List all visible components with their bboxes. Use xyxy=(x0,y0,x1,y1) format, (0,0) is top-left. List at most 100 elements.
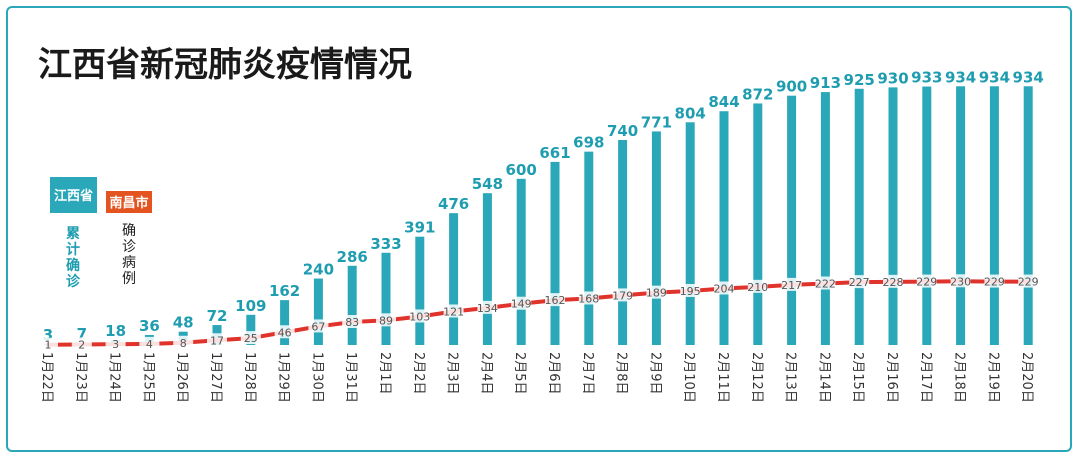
bar-value-label: 771 xyxy=(641,113,672,131)
line-value-label: 67 xyxy=(311,320,325,333)
bar xyxy=(246,314,256,345)
line-label-bg xyxy=(173,335,194,349)
date-label: 1月24日 xyxy=(107,352,122,403)
bar xyxy=(550,161,560,345)
line-label-bg xyxy=(477,300,498,314)
legend-swatch-nanchang xyxy=(106,191,152,213)
bar-value-label: 548 xyxy=(472,175,503,193)
line-value-label: 228 xyxy=(883,276,904,289)
line-value-label: 121 xyxy=(443,305,464,318)
line-label-bg xyxy=(38,337,58,351)
date-label: 2月17日 xyxy=(918,352,933,403)
legend-label-nanchang: 南昌市 xyxy=(109,195,148,211)
legend-sublabel-nanchang: 病 xyxy=(122,255,136,271)
line-value-label: 195 xyxy=(680,285,701,298)
bar-value-label: 698 xyxy=(573,134,604,152)
bar xyxy=(449,213,459,345)
line-value-label: 168 xyxy=(578,292,599,305)
line-value-label: 4 xyxy=(146,338,153,351)
bar-value-label: 934 xyxy=(979,68,1010,86)
bar-value-label: 7 xyxy=(77,325,87,343)
bar-value-label: 934 xyxy=(1013,68,1044,86)
date-label: 1月29日 xyxy=(276,352,291,403)
bar xyxy=(685,122,695,346)
line-value-label: 162 xyxy=(545,294,566,307)
bar xyxy=(854,88,864,346)
line-label-bg xyxy=(916,274,937,288)
date-label: 2月12日 xyxy=(749,352,764,403)
date-label: 2月7日 xyxy=(580,352,595,395)
bar xyxy=(753,103,763,346)
line-label-bg xyxy=(747,279,768,293)
legend-sublabel-jiangxi: 计 xyxy=(66,241,80,258)
bar-value-labels: 3 7 18 36 48 72109162240286333391476548600661… xyxy=(43,68,1044,344)
line-value-label: 229 xyxy=(916,276,937,289)
date-label: 2月10日 xyxy=(681,352,696,403)
line-label-bg xyxy=(443,304,464,318)
bar-value-label: 109 xyxy=(235,297,266,315)
chart-title: 江西省新冠肺炎疫情情况 xyxy=(38,45,412,85)
date-label: 2月8日 xyxy=(614,352,629,395)
date-label: 2月2日 xyxy=(411,352,426,395)
bar-value-label: 3 xyxy=(43,326,53,344)
date-label: 1月23日 xyxy=(73,352,88,403)
date-label: 2月3日 xyxy=(445,352,460,395)
date-label: 1月27日 xyxy=(208,352,223,403)
line-label-bg xyxy=(207,333,227,347)
line-series-nanchang xyxy=(46,279,1031,347)
line-label-bg xyxy=(308,319,329,333)
bar xyxy=(989,86,999,346)
line-value-label: 222 xyxy=(815,278,836,291)
date-label: 2月16日 xyxy=(884,352,899,403)
bar-value-label: 286 xyxy=(337,248,368,266)
bar-value-label: 872 xyxy=(742,85,773,103)
date-label: 2月1日 xyxy=(377,352,392,395)
line-label-bg xyxy=(883,274,903,288)
bar-value-label: 930 xyxy=(877,69,908,87)
bar xyxy=(787,95,797,345)
bar-value-label: 913 xyxy=(810,74,841,92)
bar-value-label: 925 xyxy=(844,71,875,89)
date-label: 1月31日 xyxy=(343,352,358,403)
bar xyxy=(719,111,729,345)
line-value-label: 1 xyxy=(45,339,52,352)
line-value-label: 25 xyxy=(244,332,258,345)
line-label-bg xyxy=(781,277,802,291)
legend-sublabel-jiangxi: 累 xyxy=(66,226,80,242)
bar-value-label: 740 xyxy=(607,122,638,140)
bar-series-jiangxi xyxy=(43,86,1033,346)
bar xyxy=(313,278,323,345)
line-value-label: 134 xyxy=(477,302,498,315)
line-value-label: 204 xyxy=(714,282,735,295)
bar xyxy=(1023,86,1033,346)
line-label-bg xyxy=(950,274,971,288)
bar-value-label: 391 xyxy=(404,219,435,237)
date-label: 2月18日 xyxy=(952,352,967,403)
line-label-bg xyxy=(105,337,126,351)
date-label: 2月19日 xyxy=(985,352,1000,403)
bar-value-label: 72 xyxy=(207,307,228,325)
line-value-label: 149 xyxy=(511,298,532,311)
line-value-label: 210 xyxy=(747,281,768,294)
date-label: 1月30日 xyxy=(309,352,324,403)
legend-swatch-jiangxi xyxy=(50,177,97,213)
bar-value-label: 900 xyxy=(776,78,807,96)
date-label: 2月13日 xyxy=(783,352,798,403)
bar xyxy=(888,87,898,345)
line-label-bg xyxy=(714,281,734,295)
line-value-label: 229 xyxy=(984,276,1005,289)
bar xyxy=(381,252,391,345)
date-label: 2月4日 xyxy=(478,352,493,395)
line-label-bg xyxy=(342,315,363,329)
bar-value-label: 48 xyxy=(173,314,194,332)
line-label-bg xyxy=(71,337,92,351)
date-label: 2月11日 xyxy=(715,352,730,403)
bar xyxy=(482,193,492,345)
bar xyxy=(516,178,526,345)
line-label-bg xyxy=(815,276,836,290)
line-value-label: 230 xyxy=(950,275,971,288)
legend-sublabel-nanchang: 确 xyxy=(122,223,136,239)
line-value-label: 217 xyxy=(781,279,802,292)
